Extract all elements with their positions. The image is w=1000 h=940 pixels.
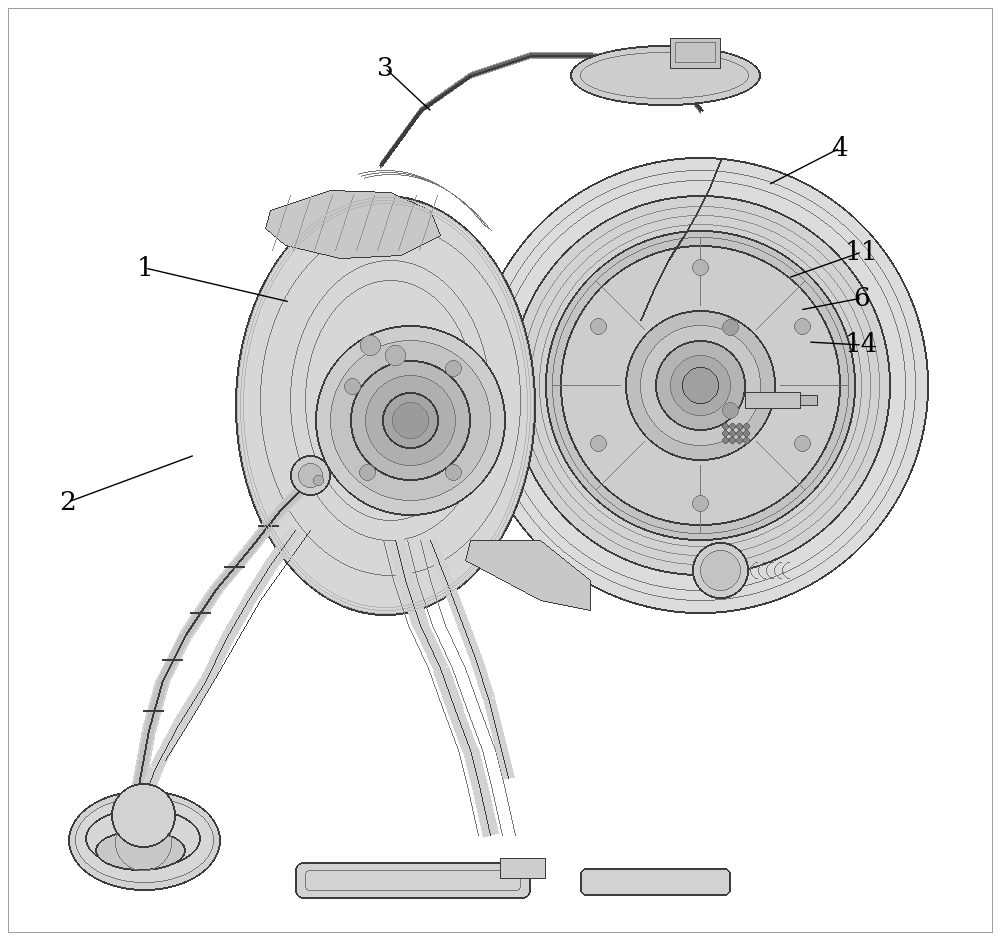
Text: 1: 1 — [137, 256, 153, 280]
Text: 6: 6 — [854, 286, 870, 310]
Text: 3: 3 — [377, 55, 393, 81]
Text: 11: 11 — [845, 240, 879, 264]
Text: 4: 4 — [832, 135, 848, 161]
Text: 14: 14 — [845, 333, 879, 357]
Text: 2: 2 — [60, 490, 76, 514]
